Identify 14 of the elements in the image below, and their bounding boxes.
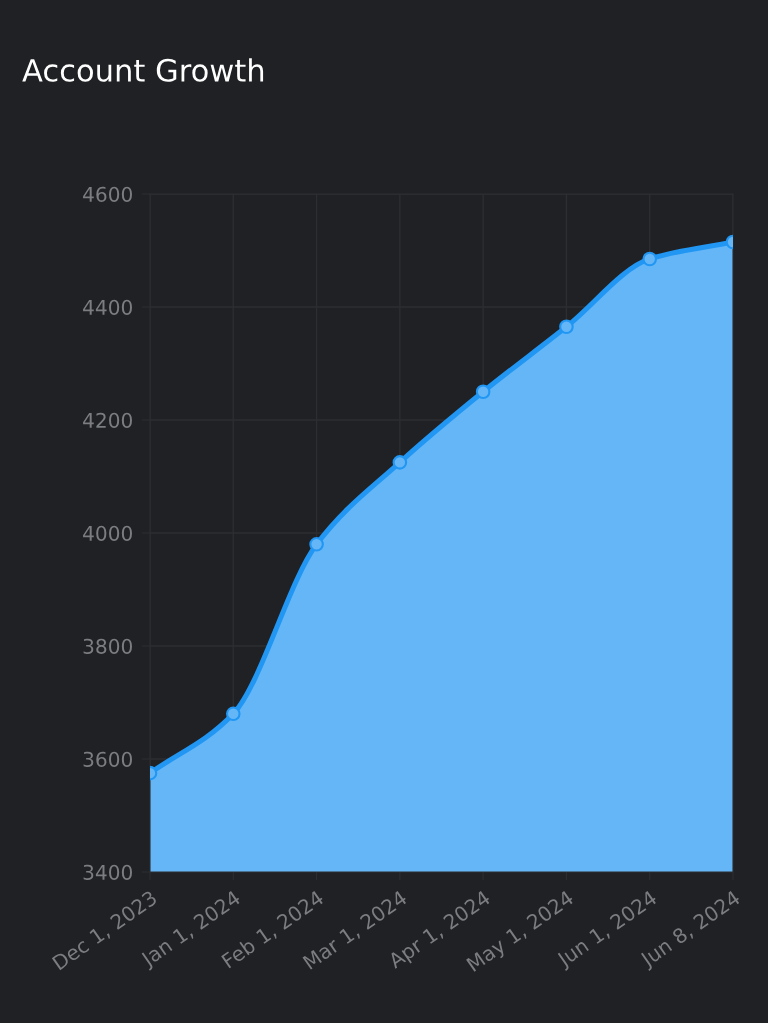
chart-title: Account Growth: [22, 58, 264, 82]
y-tick-label: 4000: [83, 525, 132, 541]
y-tick-label: 4200: [83, 412, 132, 428]
y-tick-label: 4400: [83, 299, 132, 315]
point: [559, 319, 574, 335]
y-tick-label: 4600: [83, 186, 132, 202]
y-tick-label: 3800: [83, 638, 132, 654]
point: [226, 706, 241, 722]
point: [475, 384, 491, 400]
point: [392, 455, 408, 470]
y-tick-label: 3600: [83, 751, 132, 767]
point: [642, 251, 657, 267]
y-tick-label: 3400: [83, 864, 132, 880]
point: [309, 537, 324, 552]
